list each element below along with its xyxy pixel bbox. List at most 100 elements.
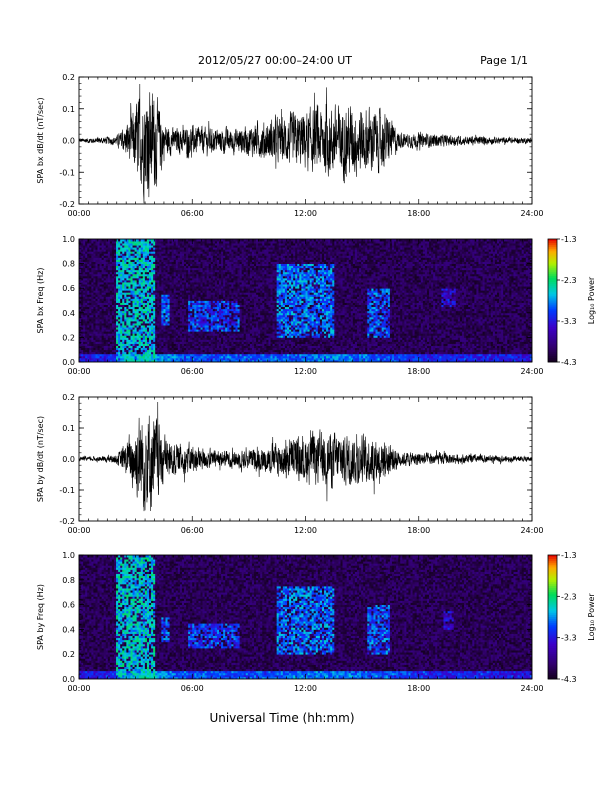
colorbar-tick-label: -1.3: [561, 551, 577, 560]
colorbar-swatch: [548, 329, 557, 332]
colorbar-swatch: [548, 639, 557, 643]
colorbar-swatch: [548, 598, 557, 601]
colorbar-swatch: [548, 247, 557, 250]
colorbar-swatch: [548, 321, 557, 324]
colorbar-label: Log₁₀ Power: [587, 593, 596, 641]
y-tick-label: -0.1: [59, 168, 75, 177]
colorbar-tick-label: -4.3: [561, 675, 577, 684]
colorbar-swatch: [548, 345, 557, 349]
colorbar-swatch: [548, 670, 557, 674]
y-tick-label: 0.0: [62, 137, 75, 146]
colorbar-swatch: [548, 608, 557, 612]
colorbar-swatch: [548, 331, 557, 334]
colorbar-swatch: [548, 349, 557, 353]
y-tick-label: 0.4: [62, 309, 75, 318]
colorbar-swatch: [548, 282, 557, 285]
colorbar-swatch: [548, 573, 557, 577]
x-tick-label: 06:00: [181, 526, 204, 535]
colorbar-swatch: [548, 355, 557, 359]
colorbar-swatch: [548, 261, 557, 264]
colorbar-tick-label: -3.3: [561, 317, 577, 326]
colorbar-swatch: [548, 666, 557, 670]
x-tick-label: 12:00: [294, 684, 317, 693]
colorbar-swatch: [548, 333, 557, 336]
colorbar-swatch: [548, 672, 557, 676]
colorbar-swatch: [548, 612, 557, 616]
colorbar-tick-label: -4.3: [561, 358, 577, 367]
y-tick-label: 0.0: [62, 675, 75, 684]
colorbar-swatch: [548, 676, 557, 680]
colorbar-swatch: [548, 273, 557, 277]
colorbar-swatch: [548, 629, 557, 632]
colorbar-swatch: [548, 255, 557, 258]
x-tick-label: 00:00: [67, 367, 90, 376]
colorbar-swatch: [548, 357, 557, 361]
colorbar-swatch: [548, 561, 557, 564]
y-tick-label: 0.6: [62, 601, 75, 610]
colorbar-tick-label: -3.3: [561, 634, 577, 643]
colorbar-swatch: [548, 652, 557, 655]
y-tick-label: 0.8: [62, 260, 75, 269]
x-axis-title: Universal Time (hh:mm): [209, 711, 354, 725]
colorbar-swatch: [548, 306, 557, 310]
colorbar-swatch: [548, 251, 557, 254]
header-date-range: 2012/05/27 00:00–24:00 UT: [198, 54, 352, 67]
colorbar-swatch: [548, 335, 557, 338]
y-tick-label: 0.1: [62, 424, 75, 433]
colorbar-frame: [547, 238, 558, 363]
colorbar-swatch: [548, 353, 557, 357]
colorbar-swatch: [548, 604, 557, 608]
colorbar-swatch: [548, 316, 557, 320]
colorbar-swatch: [548, 635, 557, 639]
colorbar-swatch: [548, 662, 557, 665]
x-tick-label: 00:00: [67, 209, 90, 218]
colorbar-swatch: [548, 617, 557, 620]
colorbar-swatch: [548, 249, 557, 252]
colorbar-swatch: [548, 645, 557, 649]
colorbar-swatch: [548, 308, 557, 312]
colorbar-swatch: [548, 275, 557, 279]
colorbar-swatch: [548, 606, 557, 610]
spectrogram-heatmap: [79, 555, 532, 679]
colorbar-swatch: [548, 341, 557, 344]
x-tick-label: 06:00: [181, 367, 204, 376]
x-tick-label: 18:00: [407, 684, 430, 693]
colorbar-swatch: [548, 339, 557, 342]
spectrogram-heatmap: [79, 239, 532, 362]
y-tick-label: 1.0: [62, 551, 75, 560]
colorbar-swatch: [548, 292, 557, 295]
colorbar-swatch: [548, 579, 557, 583]
y-tick-label: 0.0: [62, 455, 75, 464]
colorbar-swatch: [548, 351, 557, 355]
colorbar-swatch: [548, 343, 557, 346]
colorbar-swatch: [548, 294, 557, 297]
colorbar-swatch: [548, 588, 557, 591]
colorbar-swatch: [548, 300, 557, 303]
colorbar-swatch: [548, 559, 557, 562]
colorbar-swatch: [548, 674, 557, 678]
colorbar-swatch: [548, 263, 557, 267]
y-axis-label: SPA bx Freq (Hz): [36, 268, 45, 334]
x-tick-label: 12:00: [294, 209, 317, 218]
colorbar-swatch: [548, 602, 557, 605]
x-tick-label: 18:00: [407, 367, 430, 376]
y-tick-label: 0.2: [62, 73, 75, 82]
y-tick-label: 1.0: [62, 235, 75, 244]
waveform-series: [79, 83, 532, 204]
colorbar-swatch: [548, 257, 557, 260]
colorbar-swatch: [548, 637, 557, 641]
colorbar-swatch: [548, 571, 557, 574]
colorbar-tick-label: -1.3: [561, 235, 577, 244]
colorbar-swatch: [548, 269, 557, 273]
colorbar-swatch: [548, 664, 557, 667]
colorbar-swatch: [548, 600, 557, 603]
x-tick-label: 18:00: [407, 526, 430, 535]
colorbar-swatch: [548, 656, 557, 659]
colorbar-swatch: [548, 284, 557, 287]
y-tick-label: -0.1: [59, 486, 75, 495]
y-axis-label: SPA by Freq (Hz): [36, 584, 45, 650]
colorbar-swatch: [548, 239, 557, 242]
colorbar-swatch: [548, 577, 557, 581]
colorbar-swatch: [548, 325, 557, 328]
